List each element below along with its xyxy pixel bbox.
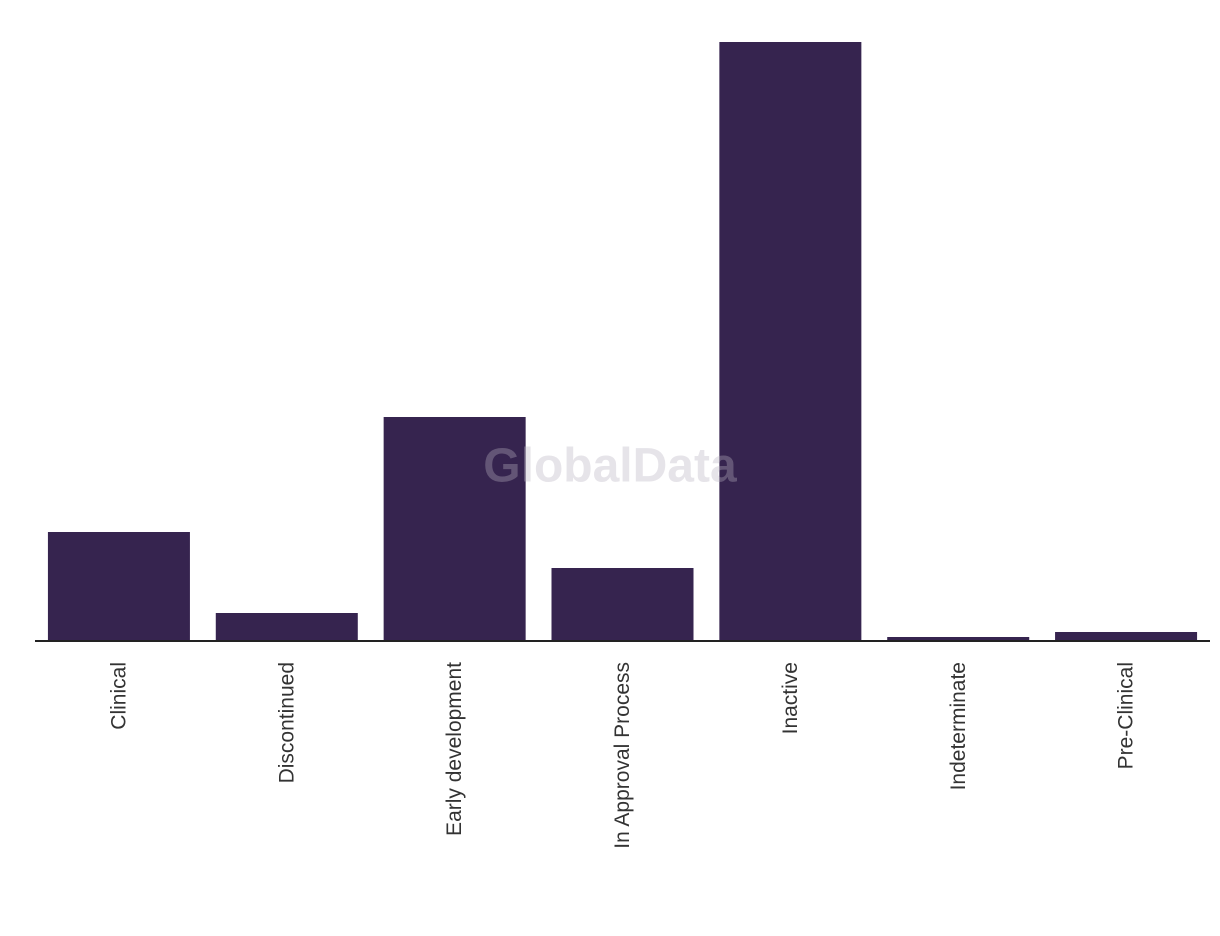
bar [47,532,190,641]
x-tick-label: In Approval Process [611,662,634,849]
bar [719,42,862,641]
bar [383,417,526,641]
bar [1055,632,1198,641]
x-tick-label: Inactive [779,662,802,734]
bar [215,613,358,641]
x-tick-label: Indeterminate [947,662,970,790]
x-tick-label: Clinical [107,662,130,730]
x-tick-label: Discontinued [275,662,298,783]
watermark: GlobalData [483,440,737,493]
x-tick-label: Pre-Clinical [1115,662,1138,769]
bar [887,637,1030,641]
x-tick-label: Early development [443,662,466,836]
bar [551,568,694,641]
